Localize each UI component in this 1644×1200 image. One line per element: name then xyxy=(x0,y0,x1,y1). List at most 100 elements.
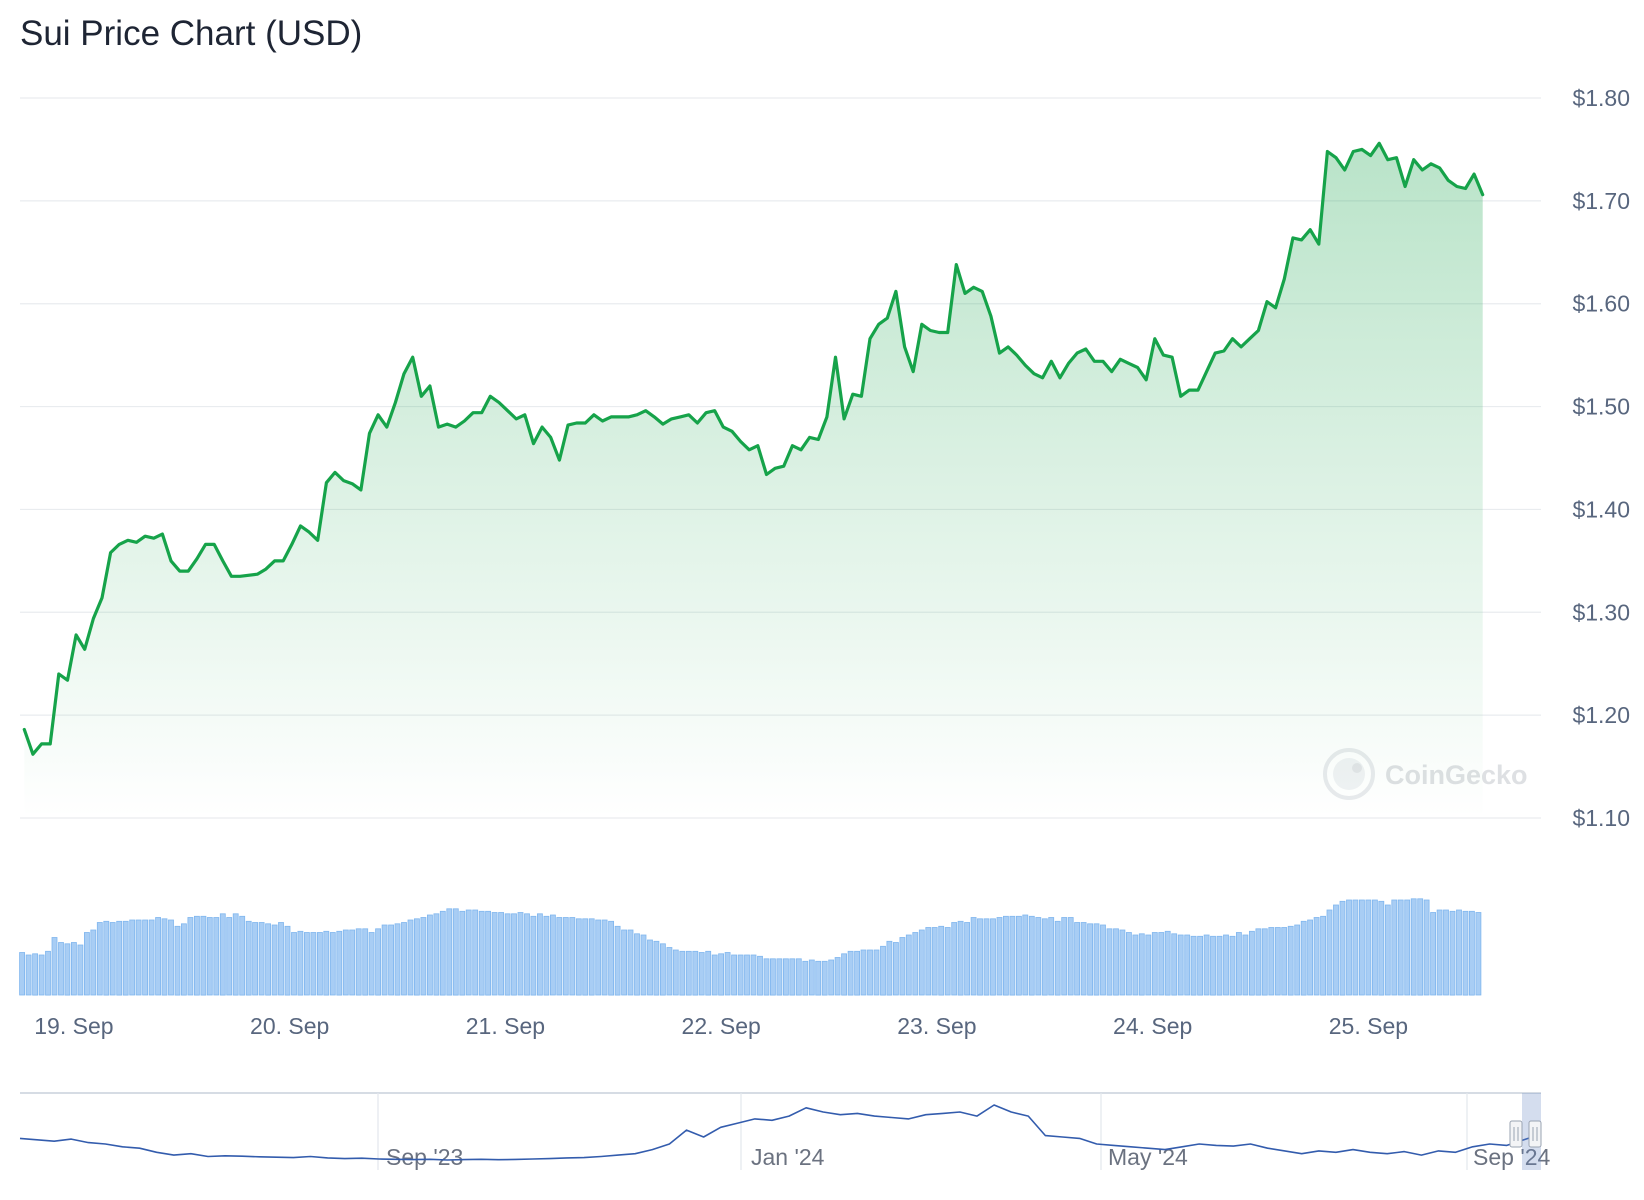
volume-bar[interactable] xyxy=(569,917,576,996)
volume-bar[interactable] xyxy=(1113,928,1119,996)
volume-bar[interactable] xyxy=(1035,917,1042,996)
volume-bar[interactable] xyxy=(841,953,847,996)
volume-bar[interactable] xyxy=(32,953,38,996)
volume-bar[interactable] xyxy=(135,919,142,996)
volume-bar[interactable] xyxy=(517,912,524,996)
volume-bar[interactable] xyxy=(504,913,511,996)
volume-bar[interactable] xyxy=(1346,899,1352,996)
volume-bar[interactable] xyxy=(562,917,569,996)
volume-bar[interactable] xyxy=(608,920,614,996)
volume-bar[interactable] xyxy=(362,928,369,996)
volume-bar[interactable] xyxy=(847,950,854,996)
volume-bar[interactable] xyxy=(71,942,77,996)
volume-bar[interactable] xyxy=(977,918,983,996)
volume-bar[interactable] xyxy=(1106,928,1113,996)
volume-bar[interactable] xyxy=(1359,899,1365,996)
volume-bar[interactable] xyxy=(1229,935,1236,996)
volume-bar[interactable] xyxy=(109,922,116,996)
volume-bar[interactable] xyxy=(77,944,84,996)
volume-bar[interactable] xyxy=(252,922,259,996)
volume-bar[interactable] xyxy=(1009,915,1016,996)
volume-bar[interactable] xyxy=(1320,915,1326,996)
volume-bar[interactable] xyxy=(187,917,194,996)
volume-bar[interactable] xyxy=(1061,917,1068,996)
volume-bar[interactable] xyxy=(155,917,162,996)
volume-bar[interactable] xyxy=(1462,910,1469,996)
volume-bar[interactable] xyxy=(957,920,964,996)
volume-bar[interactable] xyxy=(1469,910,1475,996)
volume-bar[interactable] xyxy=(1430,912,1436,996)
volume-bar[interactable] xyxy=(698,952,705,996)
range-navigator[interactable]: Sep '23 Jan '24 May '24 Sep '24 xyxy=(19,1092,1550,1170)
volume-bar[interactable] xyxy=(1255,928,1262,996)
volume-bar[interactable] xyxy=(265,923,272,996)
volume-bar[interactable] xyxy=(64,943,71,996)
volume-bar[interactable] xyxy=(938,925,945,996)
volume-bar[interactable] xyxy=(893,942,899,996)
volume-bar[interactable] xyxy=(621,929,627,996)
volume-bar[interactable] xyxy=(737,954,744,996)
volume-bar[interactable] xyxy=(983,918,990,996)
volume-bar[interactable] xyxy=(724,952,731,996)
volume-bar[interactable] xyxy=(1067,917,1074,996)
volume-bar[interactable] xyxy=(808,959,815,996)
volume-bar[interactable] xyxy=(1281,927,1288,996)
volume-bar[interactable] xyxy=(1287,925,1294,996)
volume-bar[interactable] xyxy=(200,915,207,996)
volume-bar[interactable] xyxy=(58,942,64,996)
volume-bar[interactable] xyxy=(1404,899,1411,996)
volume-bar[interactable] xyxy=(970,917,977,996)
volume-bar[interactable] xyxy=(964,922,970,996)
volume-bar[interactable] xyxy=(588,918,595,996)
volume-bar[interactable] xyxy=(543,915,550,996)
volume-bar[interactable] xyxy=(860,949,867,996)
volume-bar[interactable] xyxy=(789,958,796,996)
navigator-left-handle[interactable] xyxy=(1509,1120,1523,1148)
volume-bar[interactable] xyxy=(1268,927,1275,996)
volume-bar[interactable] xyxy=(1041,918,1048,996)
volume-bar[interactable] xyxy=(1223,934,1229,996)
volume-bar[interactable] xyxy=(1372,899,1378,996)
navigator-right-handle[interactable] xyxy=(1528,1120,1542,1148)
volume-bar[interactable] xyxy=(407,919,414,996)
volume-bar[interactable] xyxy=(1397,899,1404,996)
volume-bar[interactable] xyxy=(291,932,297,996)
volume-bar[interactable] xyxy=(1352,899,1359,996)
volume-bar[interactable] xyxy=(530,915,537,996)
volume-bar[interactable] xyxy=(381,924,388,996)
volume-bar[interactable] xyxy=(783,958,789,996)
volume-bar[interactable] xyxy=(426,914,433,996)
volume-bar[interactable] xyxy=(705,950,712,996)
volume-bar[interactable] xyxy=(575,918,582,996)
volume-bar[interactable] xyxy=(634,933,640,996)
volume-bar[interactable] xyxy=(401,922,407,996)
volume-bar[interactable] xyxy=(206,917,213,996)
volume-bar[interactable] xyxy=(511,913,517,996)
volume-bar[interactable] xyxy=(795,958,802,996)
volume-bar[interactable] xyxy=(1274,927,1281,996)
volume-bar[interactable] xyxy=(815,960,822,996)
volume-bar[interactable] xyxy=(329,932,336,996)
volume-bar[interactable] xyxy=(1054,920,1061,996)
volume-bar[interactable] xyxy=(485,910,492,996)
volume-bar[interactable] xyxy=(19,952,26,996)
volume-bar[interactable] xyxy=(96,922,103,996)
volume-bar[interactable] xyxy=(627,929,634,996)
volume-bar[interactable] xyxy=(867,949,873,996)
volume-bar[interactable] xyxy=(990,918,996,996)
volume-bar[interactable] xyxy=(1339,900,1346,996)
volume-bar[interactable] xyxy=(1410,898,1417,996)
volume-bar[interactable] xyxy=(828,959,835,996)
volume-bar[interactable] xyxy=(472,909,479,996)
volume-bar[interactable] xyxy=(744,954,750,996)
volume-bar[interactable] xyxy=(148,919,155,996)
volume-bar[interactable] xyxy=(1119,929,1126,996)
volume-bar[interactable] xyxy=(25,954,32,996)
volume-bar[interactable] xyxy=(1126,932,1132,996)
volume-bar[interactable] xyxy=(103,920,110,996)
volume-bar[interactable] xyxy=(1391,899,1398,996)
volume-bar[interactable] xyxy=(303,932,310,996)
volume-bar[interactable] xyxy=(912,932,919,996)
volume-bar[interactable] xyxy=(498,912,505,996)
volume-bar[interactable] xyxy=(595,919,602,996)
